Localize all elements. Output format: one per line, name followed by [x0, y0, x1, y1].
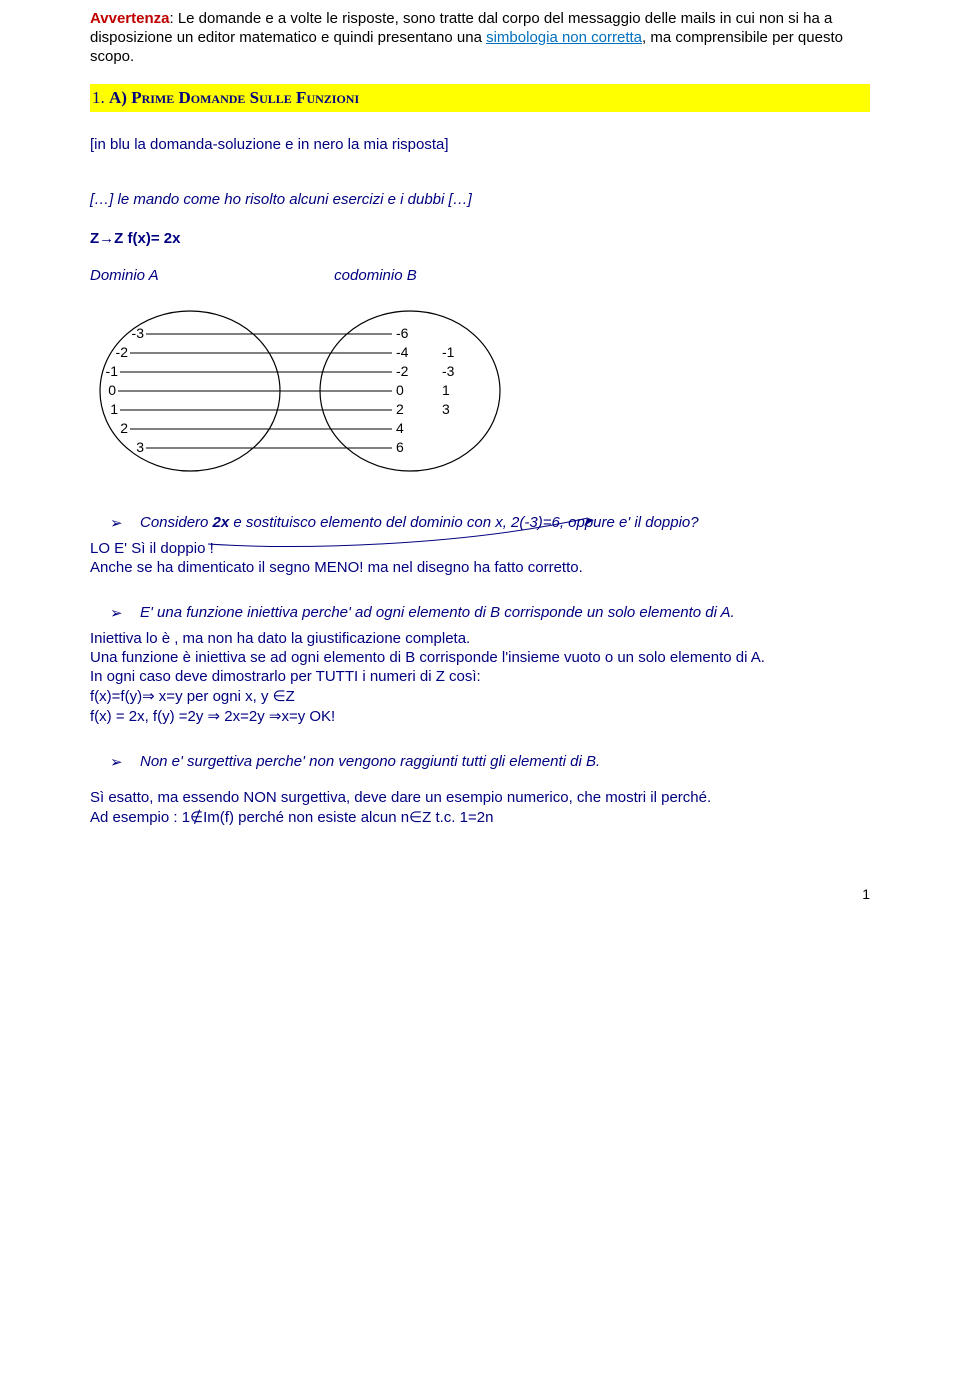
A-val: -3: [132, 325, 145, 341]
A-val: -1: [106, 363, 119, 379]
bullet-3-text: Non e' surgettiva perche' non vengono ra…: [140, 753, 870, 771]
B-val: -6: [396, 325, 409, 341]
warning-block: Avvertenza: Le domande e a volte le risp…: [90, 10, 870, 66]
B-extra: 3: [442, 401, 450, 417]
B-val: -2: [396, 363, 409, 379]
answer-2-line3: In ogni caso deve dimostrarlo per TUTTI …: [90, 668, 870, 685]
A-val: 0: [108, 382, 116, 398]
bullet-arrow-icon: ➢: [90, 604, 140, 622]
A-val: 3: [136, 439, 144, 455]
answer-3-line1: Sì esatto, ma essendo NON surgettiva, de…: [90, 789, 870, 806]
A-val: 1: [110, 401, 118, 417]
page-number: 1: [90, 886, 870, 902]
B-val: 0: [396, 382, 404, 398]
A-val: -2: [116, 344, 129, 360]
bullet-2-text: E' una funzione iniettiva perche' ad ogn…: [140, 604, 870, 622]
warning-link[interactable]: simbologia non corretta: [486, 29, 642, 46]
bullet-3: ➢ Non e' surgettiva perche' non vengono …: [90, 753, 870, 771]
warning-label: Avvertenza: [90, 10, 169, 27]
bullet-arrow-icon: ➢: [90, 514, 140, 532]
qa-block-3: ➢ Non e' surgettiva perche' non vengono …: [90, 753, 870, 826]
B-extra: -3: [442, 363, 455, 379]
intro-quote: […] le mando come ho risolto alcuni eser…: [90, 191, 870, 208]
B-val: 4: [396, 420, 404, 436]
mapping-diagram: -3 -2 -1 0 1 2 3 -6 -4 -2 0 2 4 6 -1 -3 …: [90, 296, 870, 490]
B-val: 2: [396, 401, 404, 417]
B-val: -4: [396, 344, 409, 360]
domain-label: Dominio A: [90, 267, 330, 284]
bullet-arrow-icon: ➢: [90, 753, 140, 771]
bracket-note: [in blu la domanda-soluzione e in nero l…: [90, 136, 870, 153]
answer-2-line1: Iniettiva lo è , ma non ha dato la giust…: [90, 630, 870, 647]
answer-2-line2: Una funzione è iniettiva se ad ogni elem…: [90, 649, 870, 666]
section-heading: 1. A) Prime Domande Sulle Funzioni: [90, 84, 870, 112]
B-val: 6: [396, 439, 404, 455]
domain-codomain-row: Dominio A codominio B: [90, 267, 870, 284]
bullet-2: ➢ E' una funzione iniettiva perche' ad o…: [90, 604, 870, 622]
codomain-label: codominio B: [334, 267, 417, 284]
A-val: 2: [120, 420, 128, 436]
section-title: A) Prime Domande Sulle Funzioni: [109, 88, 359, 107]
pointer-arrow-icon: [200, 516, 680, 556]
answer-1-line2: Anche se ha dimenticato il segno MENO! m…: [90, 559, 870, 576]
answer-2-line4: f(x)=f(y)⇒ x=y per ogni x, y ∈Z: [90, 687, 870, 705]
B-extra: 1: [442, 382, 450, 398]
B-extra: -1: [442, 344, 455, 360]
answer-3-line2: Ad esempio : 1∉Im(f) perché non esiste a…: [90, 808, 870, 826]
qa-block-1: ➢ Considero 2x e sostituisco elemento de…: [90, 514, 870, 576]
qa-block-2: ➢ E' una funzione iniettiva perche' ad o…: [90, 604, 870, 725]
answer-2-line5: f(x) = 2x, f(y) =2y ⇒ 2x=2y ⇒x=y OK!: [90, 707, 870, 725]
fn-definition: Z→Z f(x)= 2x: [90, 230, 870, 247]
section-number: 1.: [92, 88, 109, 107]
